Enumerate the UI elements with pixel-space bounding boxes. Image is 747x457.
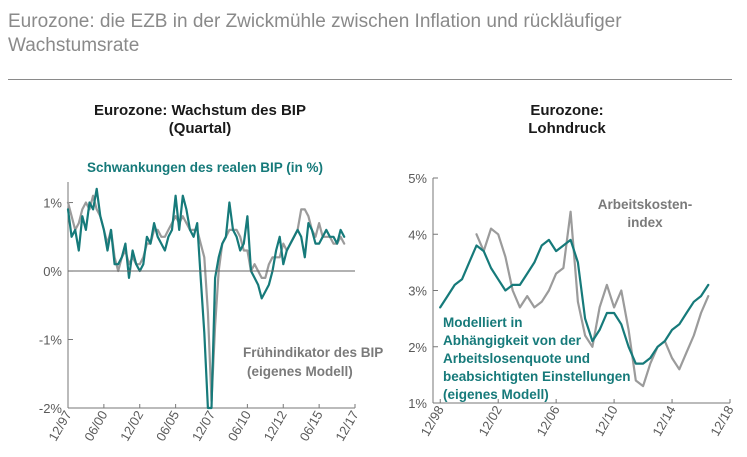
x-tick-label: 12/02 bbox=[117, 408, 146, 444]
teal-annotation-line-1: Modelliert in bbox=[443, 315, 523, 330]
y-tick-label: 1% bbox=[408, 396, 427, 411]
y-tick-label: 4% bbox=[408, 227, 427, 242]
x-tick-label: 12/17 bbox=[332, 408, 361, 444]
chart-right-x-ticks: 12/98 12/02 12/06 12/10 12/14 12/18 bbox=[418, 399, 737, 439]
gdp-growth-chart: Eurozone: Wachstum des BIP (Quartal) 1% 0… bbox=[39, 102, 383, 444]
chart-left-title: Eurozone: Wachstum des BIP bbox=[94, 102, 306, 119]
y-tick-label: -2% bbox=[39, 401, 63, 416]
teal-series-line bbox=[66, 187, 346, 410]
y-tick-label: 2% bbox=[408, 340, 427, 355]
chart-right-grey-annotation-line2: index bbox=[627, 215, 663, 230]
x-tick-label: 06/15 bbox=[296, 408, 325, 444]
x-tick-label: 06/10 bbox=[225, 408, 254, 444]
chart-left-y-ticks: 1% 0% -1% -2% bbox=[39, 196, 73, 416]
teal-annotation-line-4: beabsichtigten Einstellungen bbox=[443, 369, 631, 384]
title-divider bbox=[8, 79, 732, 80]
chart-left-subtitle: (Quartal) bbox=[169, 120, 232, 137]
chart-left-teal-annotation: Schwankungen des realen BIP (in %) bbox=[87, 160, 323, 175]
x-tick-label: 12/07 bbox=[189, 408, 218, 444]
x-tick-label: 06/00 bbox=[81, 408, 110, 444]
x-tick-label: 12/18 bbox=[707, 403, 736, 439]
y-tick-label: 1% bbox=[43, 196, 62, 211]
x-tick-label: 12/10 bbox=[591, 403, 620, 439]
chart-right-title: Eurozone: bbox=[530, 102, 603, 119]
x-tick-label: 12/12 bbox=[261, 408, 290, 444]
chart-left-grey-annotation-line2: (eigenes Modell) bbox=[247, 364, 353, 379]
page-title: Eurozone: die EZB in der Zwickmühle zwis… bbox=[8, 11, 622, 56]
x-tick-label: 12/02 bbox=[476, 403, 505, 439]
teal-annotation-line-2: Abhängigkeit von der bbox=[443, 333, 582, 348]
teal-annotation-line-5: (eigenes Modell) bbox=[443, 387, 549, 402]
y-tick-label: -1% bbox=[39, 333, 63, 348]
x-tick-label: 06/05 bbox=[153, 408, 182, 444]
chart-right-grey-annotation-line1: Arbeitskosten- bbox=[598, 197, 693, 212]
chart-left-x-ticks: 12/97 06/00 12/02 06/05 12/07 06/10 12/12 06/15… bbox=[45, 404, 362, 444]
wage-pressure-chart: Eurozone: Lohndruck 5%4%3%2%1% 12/98 12/0… bbox=[408, 102, 736, 439]
chart-right-subtitle: Lohndruck bbox=[528, 120, 606, 137]
teal-annotation-line-3: Arbeitslosenquote und bbox=[443, 351, 590, 366]
chart-right-teal-annotation: Modelliert in Abhängigkeit von der Arbei… bbox=[443, 315, 631, 402]
chart-left-series bbox=[66, 187, 346, 410]
teal-series-line bbox=[439, 238, 710, 365]
y-tick-label: 0% bbox=[43, 264, 62, 279]
chart-right-series bbox=[439, 210, 710, 388]
chart-right-y-ticks: 5% 4% 3% 2% 1% bbox=[408, 171, 438, 411]
x-tick-label: 12/14 bbox=[649, 403, 678, 439]
x-tick-label: 12/06 bbox=[533, 403, 562, 439]
grey-series-line bbox=[475, 210, 710, 388]
chart-left-grey-annotation-line1: Frühindikator des BIP bbox=[243, 345, 383, 360]
y-tick-label: 3% bbox=[408, 284, 427, 299]
y-tick-label: 5% bbox=[408, 171, 427, 186]
